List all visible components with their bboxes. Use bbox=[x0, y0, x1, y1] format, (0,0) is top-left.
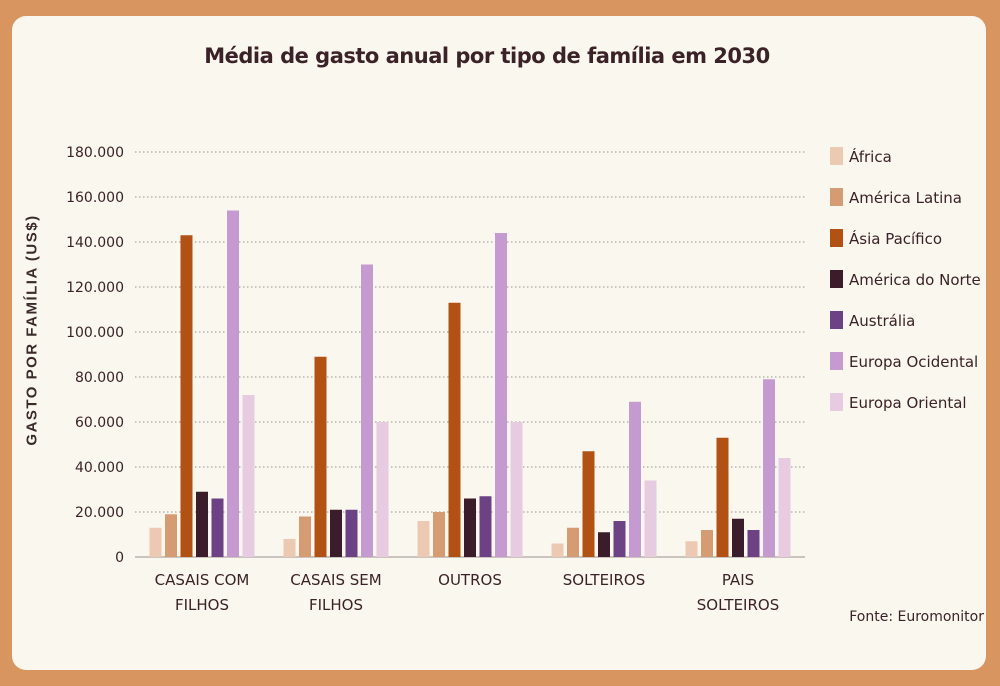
legend-swatch bbox=[830, 270, 843, 288]
bar bbox=[433, 512, 445, 557]
y-tick-label: 100.000 bbox=[66, 325, 124, 341]
legend-swatch bbox=[830, 229, 843, 247]
x-tick-label: FILHOS bbox=[309, 596, 363, 614]
bar bbox=[283, 539, 296, 557]
legend-label: América Latina bbox=[849, 189, 962, 207]
bar bbox=[464, 498, 476, 557]
bar bbox=[180, 235, 193, 557]
legend-label: Europa Oriental bbox=[849, 394, 967, 412]
bar bbox=[629, 401, 641, 557]
bar bbox=[598, 532, 610, 557]
legend-swatch bbox=[830, 311, 843, 329]
bar bbox=[551, 543, 564, 557]
bar bbox=[196, 491, 208, 557]
bar bbox=[330, 509, 342, 557]
y-tick-label: 180.000 bbox=[66, 145, 124, 161]
legend-label: Ásia Pacífico bbox=[849, 229, 942, 248]
legend-label: Austrália bbox=[849, 312, 915, 330]
x-tick-label: FILHOS bbox=[175, 596, 229, 614]
bar bbox=[778, 458, 791, 557]
y-tick-label: 140.000 bbox=[66, 235, 124, 251]
legend-swatch bbox=[830, 147, 843, 165]
bar bbox=[763, 379, 775, 557]
y-tick-label: 60.000 bbox=[75, 415, 124, 431]
legend-swatch bbox=[830, 188, 843, 206]
x-tick-label: SOLTEIROS bbox=[563, 571, 645, 589]
y-tick-label: 120.000 bbox=[66, 280, 124, 296]
bar bbox=[747, 530, 760, 557]
y-tick-label: 160.000 bbox=[66, 190, 124, 206]
bar bbox=[567, 527, 579, 557]
bar bbox=[299, 516, 311, 557]
x-tick-label: CASAIS SEM bbox=[290, 571, 381, 589]
legend-label: África bbox=[849, 147, 892, 166]
x-tick-label: PAIS bbox=[722, 571, 754, 589]
bar bbox=[227, 210, 239, 557]
legend-swatch bbox=[830, 352, 843, 370]
bar bbox=[361, 264, 373, 557]
x-tick-label: OUTROS bbox=[438, 571, 502, 589]
bar bbox=[644, 480, 657, 557]
source-note: Fonte: Euromonitor bbox=[849, 609, 984, 625]
y-tick-label: 40.000 bbox=[75, 460, 124, 476]
bar bbox=[510, 422, 523, 557]
bar bbox=[345, 509, 358, 557]
bar bbox=[149, 527, 162, 557]
bar bbox=[448, 302, 461, 557]
bar bbox=[582, 451, 595, 557]
x-tick-label: SOLTEIROS bbox=[697, 596, 779, 614]
bar bbox=[165, 514, 177, 557]
bar bbox=[376, 422, 389, 557]
legend-label: América do Norte bbox=[849, 271, 981, 289]
y-tick-label: 0 bbox=[115, 550, 124, 566]
chart-title: Média de gasto anual por tipo de família… bbox=[204, 44, 770, 68]
y-tick-label: 20.000 bbox=[75, 505, 124, 521]
bar bbox=[613, 521, 626, 557]
bar bbox=[732, 518, 744, 557]
bar bbox=[716, 437, 729, 557]
bar bbox=[479, 496, 492, 557]
y-tick-label: 80.000 bbox=[75, 370, 124, 386]
legend-swatch bbox=[830, 393, 843, 411]
bar bbox=[701, 530, 713, 557]
bar bbox=[242, 395, 255, 557]
bar bbox=[211, 498, 224, 557]
bar bbox=[685, 541, 698, 557]
bar bbox=[495, 233, 507, 557]
legend-label: Europa Ocidental bbox=[849, 353, 978, 371]
x-tick-label: CASAIS COM bbox=[155, 571, 250, 589]
bar bbox=[314, 356, 327, 557]
bar bbox=[417, 521, 430, 557]
